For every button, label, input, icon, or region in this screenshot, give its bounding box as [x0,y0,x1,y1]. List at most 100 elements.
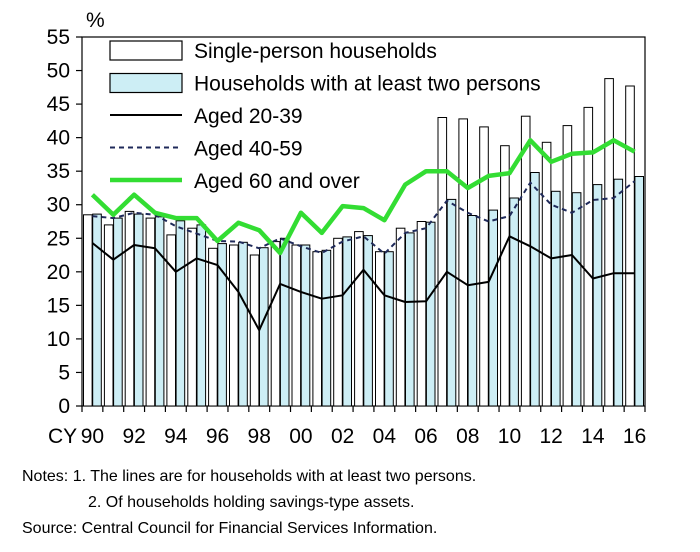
bar-single-2014 [583,106,594,407]
x-prefix-label: CY [48,425,77,448]
line-aged-20-39 [91,235,635,332]
x-tick-label-10: 10 [498,425,521,448]
bar-multi-1992 [133,213,144,407]
line-aged-40-59 [92,180,636,255]
bar-single-2006 [416,221,427,407]
bar-single-2012 [541,141,552,407]
bar-multi-1999 [279,237,290,407]
source-note: Source: Central Council for Financial Se… [22,520,438,537]
x-tick-label-12: 12 [539,425,562,448]
bar-multi-2011 [530,172,540,407]
bar-multi-1998 [259,247,269,407]
legend-swatch-multi [109,72,183,94]
bar-single-2008 [458,118,468,407]
bar-multi-1996 [217,243,227,407]
bar-multi-1990 [92,213,102,407]
bar-multi-2009 [488,209,498,407]
x-tick-label-08: 08 [456,425,479,448]
bar-single-1999 [270,241,281,407]
legend-label-aged-20-39: Aged 20-39 [194,105,303,128]
bar-single-1996 [208,247,218,407]
bar-multi-2005 [405,232,415,407]
bar-single-2009 [479,126,489,407]
bar-multi-2001 [321,249,332,407]
bar-single-1991 [103,224,114,407]
legend-swatch-single [109,40,183,61]
y-tick-label-0: 0 [58,395,70,418]
y-tick-label-50: 50 [47,60,70,83]
bar-multi-2014 [592,184,603,407]
x-tick-label-94: 94 [164,425,188,448]
bar-multi-2010 [509,197,519,407]
x-tick-label-04: 04 [373,425,397,448]
bar-multi-2008 [467,215,478,407]
bar-multi-2000 [300,244,311,407]
bar-multi-1994 [175,220,186,407]
note-1: Notes: 1. The lines are for households w… [22,468,477,485]
bar-single-1990 [83,214,93,407]
bar-multi-2007 [446,198,457,407]
lines-layer [90,138,636,332]
bar-multi-2012 [551,190,561,407]
bar-multi-2004 [384,251,394,407]
bar-single-2002 [333,237,343,407]
bar-single-1993 [145,217,156,407]
legend-label-single-person-households: Single-person households [194,40,437,63]
bar-multi-2016 [634,176,645,407]
bar-multi-2006 [425,221,436,407]
note-2: 2. Of households holding savings-type as… [88,494,415,511]
x-tick-label-00: 00 [289,425,312,448]
y-tick-label-10: 10 [47,328,70,351]
bar-single-2001 [312,251,322,407]
bar-single-2004 [375,251,385,407]
bar-multi-2013 [571,192,582,407]
y-tick-label-25: 25 [47,227,70,250]
bar-single-1998 [249,254,260,407]
y-tick-label-5: 5 [58,361,70,384]
x-tick-label-16: 16 [623,425,646,448]
x-tick-label-14: 14 [581,425,605,448]
bar-multi-1995 [196,224,207,407]
bar-multi-2002 [342,236,352,407]
bar-multi-2015 [613,178,624,407]
bar-single-2015 [604,78,614,407]
x-tick-label-02: 02 [331,425,354,448]
y-tick-label-30: 30 [47,194,70,217]
y-tick-label-15: 15 [47,294,70,317]
bar-single-2016 [625,85,635,407]
bar-single-2000 [291,244,302,407]
bar-single-1992 [124,210,135,407]
bar-single-1994 [166,234,176,407]
y-tick-label-35: 35 [47,160,70,183]
legend-label-aged-40-59: Aged 40-59 [194,138,303,161]
y-unit-label: % [86,9,105,32]
notes: Notes: 1. The lines are for households w… [22,464,476,542]
chart: 0 5 10 15 20 25 30 35 40 45 50 55 90 92 94 96 98 00 02 04 06… [47,9,647,448]
x-tick-label-90: 90 [81,425,104,448]
axis-layer: 0 5 10 15 20 25 30 35 40 45 50 55 90 92 94 96 98 00 02 04 06… [47,26,647,448]
legend-label-households-with-at-least-two-persons: Households with at least two persons [194,73,541,96]
x-tick-label-96: 96 [206,425,229,448]
legend: Single-person households Households with … [109,40,541,193]
bar-multi-1993 [154,216,165,407]
bar-multi-1991 [113,217,123,407]
bar-single-2007 [437,117,448,407]
bar-multi-2003 [363,235,373,407]
bars-layer [83,78,645,407]
line-aged-60-and-over [90,138,636,256]
y-tick-label-40: 40 [47,127,70,150]
y-tick-label-45: 45 [47,93,70,116]
bar-single-2013 [562,125,573,407]
y-tick-label-20: 20 [47,261,70,284]
x-tick-label-98: 98 [248,425,271,448]
y-tick-label-55: 55 [47,26,70,49]
bar-single-1997 [229,244,239,407]
bar-single-2005 [395,227,406,407]
x-tick-label-06: 06 [414,425,437,448]
x-tick-label-92: 92 [122,425,145,448]
bar-single-2003 [354,231,364,407]
bar-single-1995 [187,227,197,407]
bar-multi-1997 [238,241,248,407]
bar-single-2011 [520,115,531,407]
bar-single-2010 [500,145,510,407]
